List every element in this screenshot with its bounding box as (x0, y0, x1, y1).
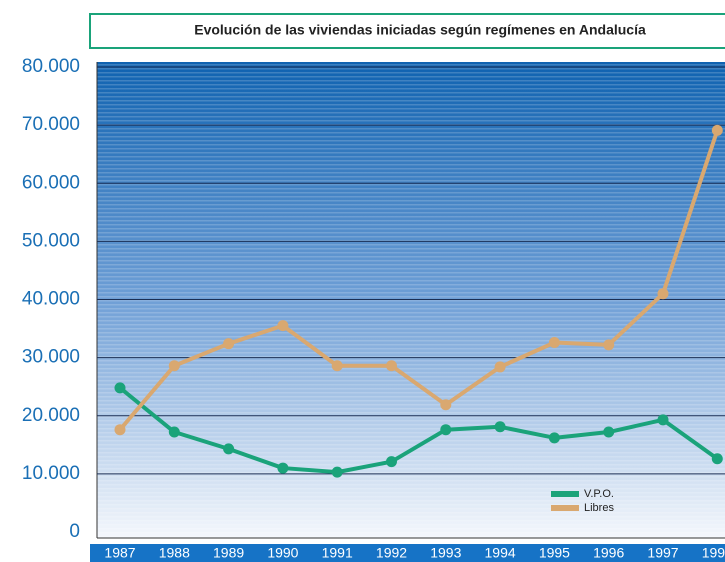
data-point (114, 424, 126, 436)
y-tick-label: 0 (69, 521, 80, 542)
data-point (603, 426, 615, 438)
data-point (494, 421, 506, 433)
y-tick-label: 70.000 (22, 114, 80, 135)
x-tick-label: 1989 (213, 545, 244, 561)
y-tick-label: 20.000 (22, 405, 80, 426)
y-tick-label: 80.000 (22, 56, 80, 77)
legend-swatch (551, 505, 579, 511)
x-tick-label: 1987 (104, 545, 135, 561)
title-box (89, 13, 725, 49)
x-tick-label: 1991 (322, 545, 353, 561)
series-line (118, 129, 720, 431)
x-tick-label: 1995 (539, 545, 570, 561)
x-tick-label: 1990 (267, 545, 298, 561)
data-point (168, 426, 180, 438)
y-tick-label: 10.000 (22, 463, 80, 484)
data-point (657, 288, 669, 300)
x-axis-band (90, 544, 725, 562)
data-point (711, 124, 723, 136)
x-tick-label: 1996 (593, 545, 624, 561)
series-line (118, 386, 719, 475)
x-tick-label: 1994 (485, 545, 516, 561)
data-point (223, 338, 235, 350)
data-point (548, 337, 560, 349)
x-tick-label: 1988 (159, 545, 190, 561)
x-tick-label: 1992 (376, 545, 407, 561)
data-point (548, 432, 560, 444)
y-tick-label: 60.000 (22, 172, 80, 193)
data-point (277, 320, 289, 332)
data-point (440, 424, 452, 436)
data-point (603, 339, 615, 351)
legend-swatch (551, 491, 579, 497)
data-point (657, 414, 669, 426)
data-point (386, 456, 397, 468)
legend-label: Libres (584, 502, 614, 514)
y-tick-label: 50.000 (22, 230, 80, 251)
chart-title: Evolución de las viviendas iniciadas seg… (194, 22, 646, 38)
data-point (711, 453, 723, 465)
y-tick-label: 40.000 (22, 289, 80, 310)
data-point (168, 360, 180, 372)
x-tick-label: 1998 (702, 545, 725, 561)
x-tick-label: 1997 (647, 545, 678, 561)
x-tick-label: 1993 (430, 545, 461, 561)
data-point (331, 466, 343, 478)
data-point (277, 462, 289, 474)
legend-label: V.P.O. (584, 488, 614, 500)
data-point (440, 399, 452, 411)
data-point (494, 361, 506, 373)
y-tick-label: 30.000 (22, 347, 80, 368)
data-point (114, 382, 126, 394)
data-point (331, 360, 343, 372)
data-point (386, 360, 397, 372)
data-point (223, 443, 235, 455)
